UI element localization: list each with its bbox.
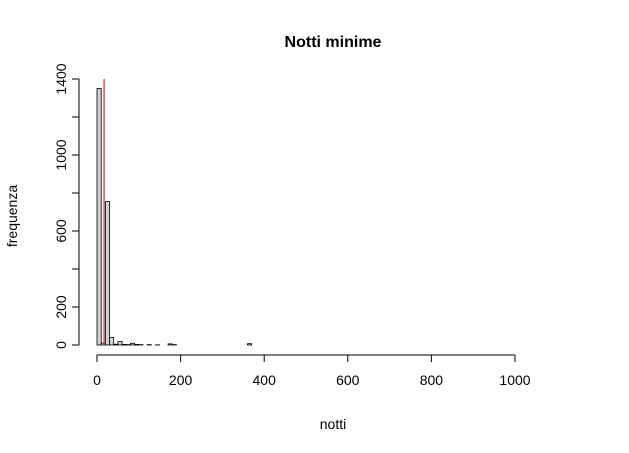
x-tick-label: 200 bbox=[169, 372, 193, 388]
y-axis: 0 200 600 1000 1400 bbox=[53, 63, 80, 349]
y-tick-label: 1000 bbox=[53, 139, 69, 170]
histogram-bar bbox=[117, 341, 123, 346]
y-tick-label: 200 bbox=[53, 295, 69, 319]
y-tick-label: 600 bbox=[53, 219, 69, 243]
x-tick-label: 400 bbox=[253, 372, 277, 388]
y-tick-label: 0 bbox=[53, 341, 69, 349]
x-tick-label: 0 bbox=[93, 372, 101, 388]
histogram-bar bbox=[130, 342, 136, 346]
histogram-bar bbox=[134, 344, 140, 346]
x-axis: 0 200 400 600 800 1000 bbox=[93, 354, 531, 388]
histogram-bar bbox=[113, 343, 119, 346]
histogram-bar bbox=[96, 88, 102, 346]
histogram-bar bbox=[109, 336, 115, 346]
chart-title: Notti minime bbox=[285, 34, 382, 51]
histogram-bar bbox=[167, 343, 173, 346]
histogram-bar bbox=[247, 343, 253, 346]
y-axis-label: frequenza bbox=[4, 185, 20, 247]
x-axis-label: notti bbox=[320, 416, 346, 432]
x-tick-label: 800 bbox=[420, 372, 444, 388]
histogram-bars bbox=[96, 88, 253, 346]
histogram-bar bbox=[104, 201, 110, 346]
x-tick-label: 1000 bbox=[499, 372, 530, 388]
x-tick-label: 600 bbox=[336, 372, 360, 388]
y-tick-label: 1400 bbox=[53, 63, 69, 94]
histogram-bar bbox=[121, 344, 127, 346]
